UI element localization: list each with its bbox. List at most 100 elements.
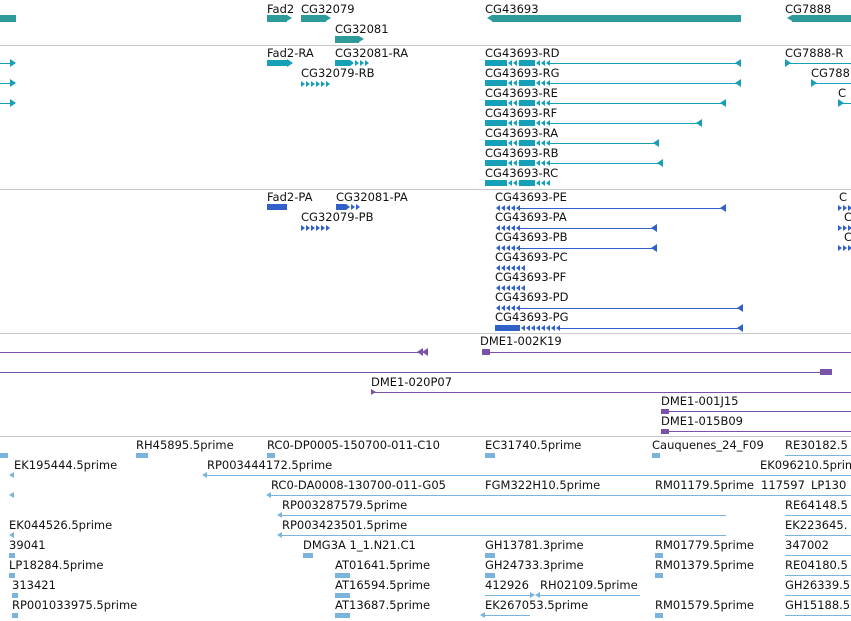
protein-glyph (737, 324, 743, 332)
transcript-glyph-intron (549, 182, 550, 184)
clone-glyph (490, 351, 851, 353)
protein-glyph (546, 325, 550, 331)
protein-glyph (720, 204, 726, 212)
est-label: FGM322H10.5prime (485, 478, 601, 492)
transcript-glyph-exon (541, 140, 545, 146)
est-glyph (12, 592, 18, 598)
transcript-label: CG788 (811, 66, 850, 80)
est-label: RE04180.5 (785, 558, 848, 572)
est-glyph (530, 591, 535, 598)
est-label: GH24733.3prime (485, 558, 584, 572)
transcript-glyph (10, 59, 16, 67)
est-label: EK096210.5prime (760, 458, 851, 472)
protein-glyph (506, 245, 510, 251)
protein-glyph (326, 225, 330, 231)
transcript-glyph (811, 82, 851, 84)
est-glyph (540, 594, 640, 596)
clone-label: DME1-001J15 (661, 394, 739, 408)
protein-glyph (737, 304, 743, 312)
est-label: EC31740.5prime (485, 438, 582, 452)
protein-glyph (521, 265, 525, 271)
transcript-glyph-exon (508, 100, 512, 106)
track-separator (0, 436, 851, 437)
est-glyph (266, 491, 271, 498)
protein-label: CG43693-PA (495, 210, 567, 224)
transcript-glyph-exon (508, 80, 512, 86)
est-glyph (0, 452, 8, 458)
protein-glyph (517, 227, 657, 229)
gene-glyph (487, 14, 492, 21)
transcript-label: CG43693-RB (485, 146, 559, 160)
transcript-glyph (10, 79, 16, 87)
protein-label: Fad2-PA (267, 190, 313, 204)
est-label: RC0-DA0008-130700-011-G05 (271, 478, 446, 492)
est-glyph (282, 514, 726, 516)
transcript-glyph-exon (519, 160, 535, 166)
protein-glyph (511, 265, 515, 271)
transcript-glyph (306, 81, 310, 87)
clone-glyph (661, 408, 669, 414)
protein-glyph (511, 205, 515, 211)
transcript-glyph (0, 62, 10, 64)
transcript-glyph-exon (513, 60, 517, 66)
transcript-glyph-exon (513, 120, 517, 126)
transcript-glyph-exon (519, 180, 535, 186)
clone-glyph (661, 428, 669, 434)
est-glyph (202, 471, 207, 478)
est-glyph (335, 612, 350, 618)
transcript-glyph (350, 60, 354, 66)
est-label: 117597 (761, 478, 805, 492)
protein-glyph (496, 265, 500, 271)
transcript-glyph-exon (485, 180, 507, 186)
protein-glyph (316, 225, 320, 231)
protein-glyph (496, 225, 500, 231)
transcript-glyph (360, 60, 364, 66)
gene-glyph (787, 14, 792, 21)
est-label: AT16594.5prime (335, 578, 431, 592)
track-separator (0, 189, 851, 190)
protein-label: CG32081-PA (336, 190, 408, 204)
est-glyph (785, 554, 851, 556)
est-glyph (655, 572, 663, 578)
est-glyph (785, 594, 851, 596)
est-label: Cauquenes_24_F09 (652, 438, 764, 452)
est-label: DMG3A 1_1.N21.C1 (303, 538, 416, 552)
protein-glyph (517, 307, 743, 309)
est-glyph (785, 534, 851, 536)
transcript-glyph-exon (541, 120, 545, 126)
est-glyph (207, 474, 851, 476)
transcript-glyph-exon (541, 180, 545, 186)
transcript-glyph-exon (536, 160, 540, 166)
est-glyph (655, 552, 663, 558)
clone-glyph (417, 348, 423, 356)
gene-label: CG43693 (485, 2, 539, 16)
transcript-glyph-exon (546, 140, 550, 146)
transcript-glyph-exon (485, 140, 507, 146)
protein-glyph (501, 225, 505, 231)
transcript-glyph (326, 81, 330, 87)
transcript-glyph-exon (541, 160, 545, 166)
transcript-glyph-exon (546, 100, 550, 106)
est-glyph (485, 452, 495, 458)
protein-glyph (521, 325, 525, 331)
est-label: EK195444.5prime (14, 458, 118, 472)
est-label: RM01379.5prime (655, 558, 754, 572)
est-label: RE30182.5 (785, 438, 848, 452)
clone-glyph (0, 371, 828, 373)
est-glyph (785, 574, 851, 576)
transcript-glyph-exon (546, 180, 550, 186)
transcript-glyph (365, 60, 369, 66)
transcript-glyph (311, 81, 315, 87)
est-label: LP130 (811, 478, 847, 492)
gene-glyph (792, 14, 851, 22)
transcript-glyph-exon (485, 120, 507, 126)
protein-glyph (531, 325, 535, 331)
protein-glyph (306, 225, 310, 231)
protein-glyph (843, 225, 847, 231)
protein-glyph (301, 225, 305, 231)
gene-glyph (326, 14, 331, 21)
gene-label: CG32079 (301, 2, 355, 16)
transcript-glyph-end (720, 99, 726, 107)
transcript-label: CG43693-RF (485, 106, 558, 120)
protein-glyph (843, 205, 847, 211)
